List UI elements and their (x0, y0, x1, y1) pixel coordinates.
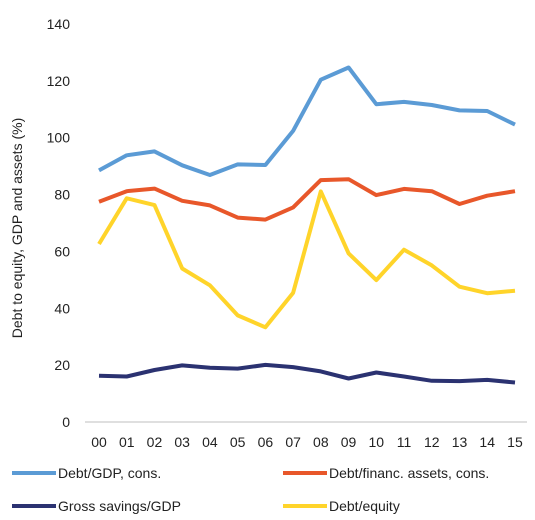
x-tick-label: 04 (202, 434, 218, 450)
y-tick-label: 60 (54, 243, 70, 259)
y-tick-label: 40 (54, 300, 70, 316)
series-lines (97, 65, 516, 385)
legend: Debt/GDP, cons. Debt/financ. assets, cons… (12, 465, 489, 514)
x-tick-label: 15 (507, 434, 523, 450)
y-axis-label: Debt to equity, GDP and assets (%) (9, 118, 25, 338)
x-tick-label: 08 (313, 434, 329, 450)
x-tick-label: 03 (174, 434, 190, 450)
y-tick-label: 100 (47, 130, 71, 146)
legend-label: Gross savings/GDP (58, 498, 181, 514)
x-tick-label: 01 (119, 434, 135, 450)
y-tick-label: 80 (54, 187, 70, 203)
x-tick-label: 06 (258, 434, 274, 450)
y-tick-label: 140 (47, 16, 71, 32)
x-tick-label: 14 (479, 434, 495, 450)
x-tick-label: 00 (91, 434, 107, 450)
x-tick-label: 02 (147, 434, 163, 450)
series-line-3 (98, 362, 516, 385)
x-tick-label: 12 (424, 434, 440, 450)
x-tick-labels: 00 01 02 03 04 05 06 07 08 09 10 11 12 13 14 15 (91, 434, 523, 450)
y-tick-label: 0 (62, 414, 70, 430)
x-tick-label: 11 (397, 434, 412, 450)
x-tick-label: 07 (285, 434, 301, 450)
x-tick-label: 05 (230, 434, 246, 450)
legend-label: Debt/equity (329, 498, 400, 514)
y-tick-label: 120 (47, 73, 71, 89)
x-tick-label: 13 (452, 434, 468, 450)
legend-label: Debt/GDP, cons. (58, 465, 161, 481)
series-line-4 (97, 189, 516, 330)
x-tick-label: 09 (341, 434, 357, 450)
x-tick-label: 10 (369, 434, 385, 450)
y-tick-label: 20 (54, 357, 70, 373)
y-tick-labels: 0 20 40 60 80 100 120 140 (47, 16, 71, 430)
legend-label: Debt/financ. assets, cons. (329, 465, 489, 481)
series-line-2 (98, 177, 516, 222)
series-line-1 (98, 65, 516, 177)
